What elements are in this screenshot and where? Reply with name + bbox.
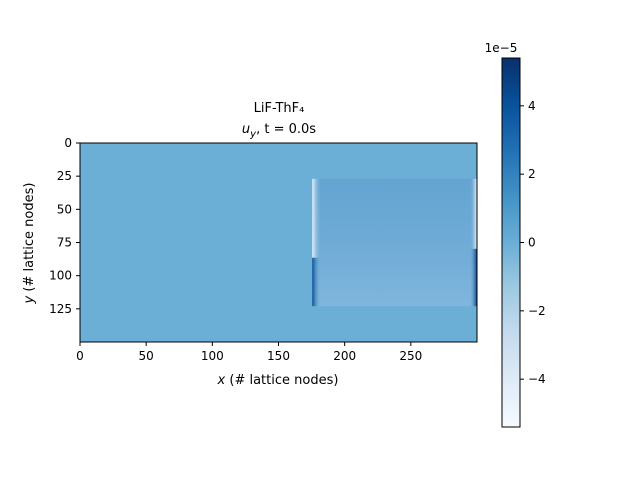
region-left-edge-light <box>312 178 322 258</box>
colorbar-tick-label: −2 <box>528 304 546 318</box>
colorbar-tick-label: 4 <box>528 99 536 113</box>
region-right-edge-dark <box>470 248 477 307</box>
y-tick-label: 0 <box>64 136 72 150</box>
y-axis: 0 25 50 75 100 125 <box>49 136 80 316</box>
x-axis: 0 50 100 150 200 250 <box>76 342 422 363</box>
y-tick-label: 125 <box>49 302 72 316</box>
y-tick-label: 75 <box>57 236 72 250</box>
colorbar: 1e−5 <box>485 41 521 428</box>
x-tick-label: 100 <box>201 349 224 363</box>
x-tick-label: 50 <box>139 349 154 363</box>
region-left-edge-dark <box>312 257 321 307</box>
colorbar-scale-label: 1e−5 <box>485 41 518 55</box>
colorbar-tick-label: −4 <box>528 372 546 386</box>
heatmap-region <box>314 178 477 307</box>
chart-subtitle: uy, t = 0.0s <box>242 122 316 140</box>
colorbar-ticks: −4 −2 0 2 4 <box>520 99 546 386</box>
x-tick-label: 150 <box>267 349 290 363</box>
x-axis-label: x (# lattice nodes) <box>217 373 339 388</box>
y-tick-label: 25 <box>57 169 72 183</box>
x-tick-label: 250 <box>399 349 422 363</box>
colorbar-gradient <box>502 58 520 427</box>
heatmap-plot <box>79 142 478 343</box>
colorbar-tick-label: 2 <box>528 167 536 181</box>
x-tick-label: 0 <box>76 349 84 363</box>
colorbar-tick-label: 0 <box>528 236 536 250</box>
chart-title: LiF-ThF₄ <box>254 101 305 116</box>
y-axis-label: y (# lattice nodes) <box>22 183 37 305</box>
y-tick-label: 100 <box>49 269 72 283</box>
x-tick-label: 200 <box>333 349 356 363</box>
region-right-edge-light <box>470 178 477 249</box>
y-tick-label: 50 <box>57 202 72 216</box>
